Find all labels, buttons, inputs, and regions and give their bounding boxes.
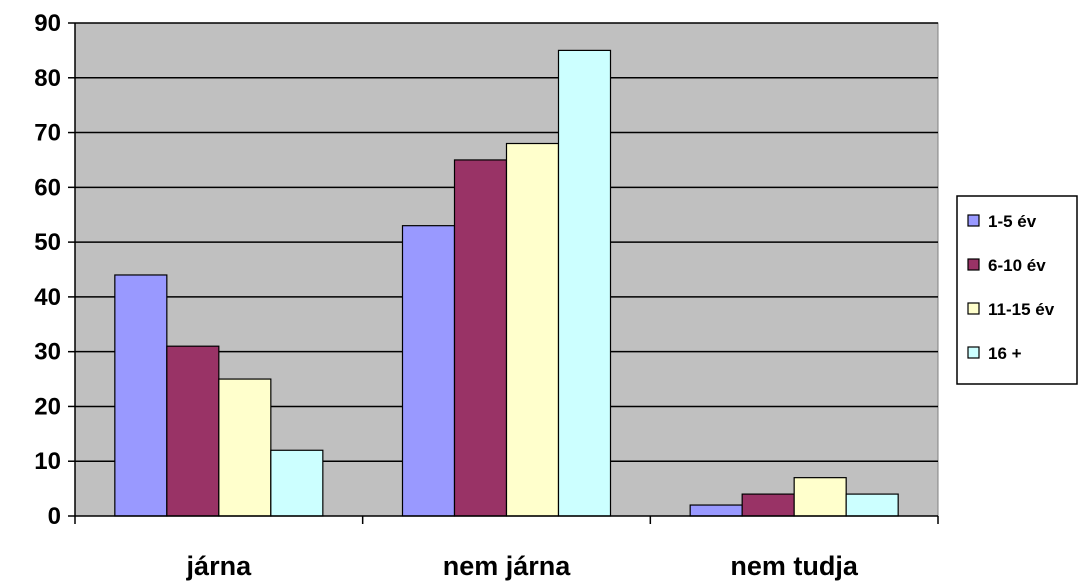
y-tick-labels: 0 10 20 30 40 50 60 70 80 90 [34,10,61,530]
bar-járna-16-plus [270,449,324,517]
y-tick-label: 20 [34,393,61,420]
y-tick-label: 90 [34,10,61,37]
legend-label: 11-15 év [988,300,1055,319]
bar-járna-6-10-év [166,345,220,517]
legend-swatch [967,258,980,271]
y-tick-label: 0 [48,503,61,530]
y-tick-label: 30 [34,339,61,366]
y-tick-label: 80 [34,65,61,92]
bar-nem-járna-16-plus [557,49,612,517]
legend-label: 1-5 év [988,212,1037,231]
axes [68,22,939,524]
bar-nem-tudja-11-15-év [793,477,847,517]
x-category-label: nem járna [443,551,572,581]
bar-nem-járna-11-15-év [505,142,560,517]
legend-swatch [967,214,980,227]
bar-járna-1-5-év [114,274,168,517]
y-tick-label: 40 [34,284,61,311]
legend-swatch [967,346,980,359]
legend-label: 16 + [988,344,1022,363]
legend-swatch [967,302,980,315]
y-tick-label: 70 [34,120,61,147]
bar-nem-tudja-1-5-év [689,504,743,517]
bar-nem-járna-6-10-év [453,159,508,517]
y-tick-label: 10 [34,448,61,475]
y-tick-label: 50 [34,229,61,256]
legend-label: 6-10 év [988,256,1046,275]
bar-nem-tudja-6-10-év [741,493,795,517]
bar-nem-tudja-16-plus [845,493,899,517]
bars [114,49,899,517]
bar-nem-járna-1-5-év [401,225,456,517]
x-category-labels: járna nem járna nem tudja [186,551,859,581]
x-category-label: nem tudja [730,551,858,581]
bar-járna-11-15-év [218,378,272,517]
x-category-label: járna [186,551,253,581]
y-tick-label: 60 [34,174,61,201]
legend: 1-5 év 6-10 év 11-15 év 16 + [956,195,1078,385]
